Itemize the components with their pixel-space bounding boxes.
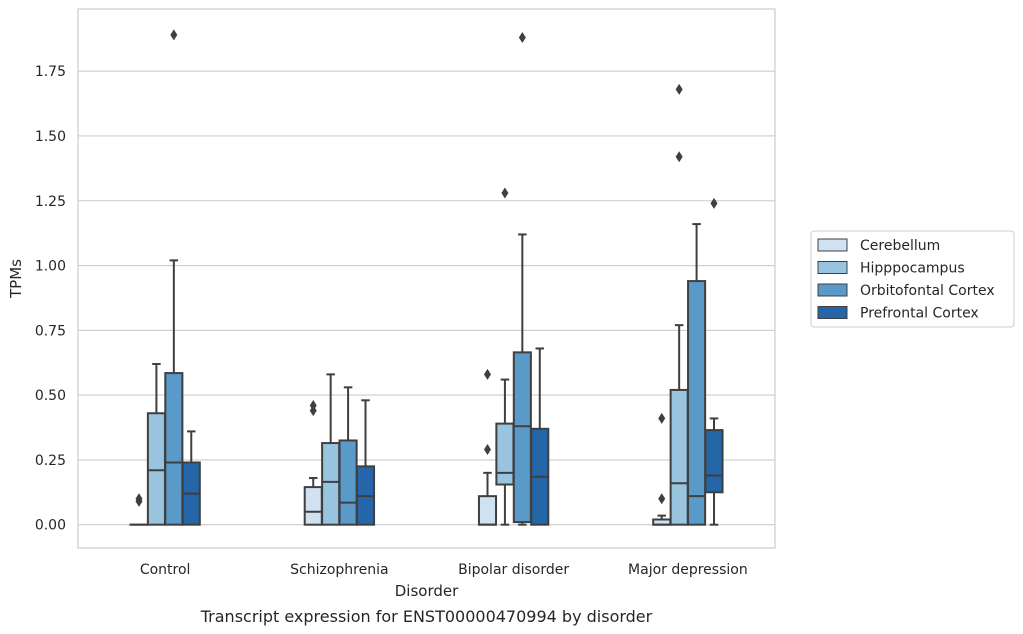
- y-tick-label: 1.25: [35, 194, 66, 210]
- box-series: [129, 29, 724, 526]
- box-body: [512, 351, 532, 524]
- box-body: [146, 412, 166, 526]
- box-prefrontal-cortex: [704, 197, 724, 526]
- legend-swatch: [817, 238, 848, 252]
- outlier-point: [501, 187, 509, 199]
- legend: Cerebellum Hipppocampus Orbitofontal Corte…: [810, 230, 1015, 328]
- box-body: [164, 372, 184, 526]
- box-cerebellum: [652, 412, 672, 526]
- plot-frame: [77, 8, 776, 549]
- y-tick-labels: 0.00 0.25 0.50 0.75 1.00 1.25 1.50 1.75: [35, 64, 66, 533]
- outlier-point: [135, 493, 143, 505]
- box-cerebellum: [303, 399, 323, 526]
- x-axis-title: Disorder: [395, 582, 459, 600]
- box-hipppocampus: [495, 187, 515, 526]
- y-tick-label: 0.00: [35, 518, 66, 534]
- outlier-point: [518, 32, 526, 44]
- box-prefrontal-cortex: [181, 430, 201, 526]
- x-tick-label: Bipolar disorder: [458, 562, 569, 578]
- box-orbitofontal-cortex: [687, 223, 707, 526]
- plot-background: [78, 9, 775, 548]
- legend-swatch: [817, 261, 848, 274]
- legend-label: Cerebellum: [860, 238, 940, 254]
- box-body: [669, 388, 689, 526]
- box-prefrontal-cortex: [355, 399, 376, 526]
- y-tick-label: 0.25: [35, 453, 66, 469]
- outlier-point: [170, 29, 178, 41]
- x-tick-label: Major depression: [628, 562, 748, 578]
- outlier-point: [483, 444, 491, 456]
- y-tick-label: 1.50: [35, 129, 66, 145]
- box-orbitofontal-cortex: [512, 32, 532, 526]
- box-body: [303, 486, 323, 526]
- y-tick-label: 1.00: [35, 259, 66, 275]
- outlier-point: [309, 399, 317, 411]
- legend-swatch: [817, 283, 848, 297]
- legend-label: Orbitofontal Cortex: [860, 283, 995, 299]
- x-tick-label: Schizophrenia: [290, 562, 388, 578]
- x-tick-labels: Control Schizophrenia Bipolar disorder Majo…: [140, 562, 748, 578]
- box-hipppocampus: [669, 83, 689, 526]
- legend-frame: [810, 230, 1015, 328]
- outlier-point: [658, 412, 666, 424]
- box-body: [495, 422, 515, 486]
- outlier-point: [483, 368, 491, 380]
- outlier-point: [675, 151, 683, 163]
- box-body: [477, 495, 498, 526]
- y-tick-label: 1.75: [35, 64, 66, 80]
- y-axis-title: TPMs: [7, 259, 25, 299]
- outlier-point: [675, 83, 683, 95]
- outlier-point: [658, 493, 666, 505]
- box-cerebellum: [477, 368, 498, 526]
- box-cerebellum: [129, 493, 149, 526]
- box-body: [338, 439, 358, 526]
- box-body: [704, 429, 724, 494]
- x-tick-label: Control: [140, 562, 191, 578]
- box-body: [321, 442, 341, 526]
- box-body: [687, 280, 707, 526]
- legend-swatch: [817, 306, 848, 319]
- box-prefrontal-cortex: [530, 347, 550, 526]
- y-tick-label: 0.75: [35, 323, 66, 339]
- chart-caption: Transcript expression for ENST0000047099…: [200, 607, 653, 626]
- legend-label: Hipppocampus: [860, 261, 965, 277]
- box-orbitofontal-cortex: [164, 29, 184, 526]
- outlier-point: [710, 197, 718, 209]
- y-tick-label: 0.50: [35, 388, 66, 404]
- legend-label: Prefrontal Cortex: [860, 306, 979, 322]
